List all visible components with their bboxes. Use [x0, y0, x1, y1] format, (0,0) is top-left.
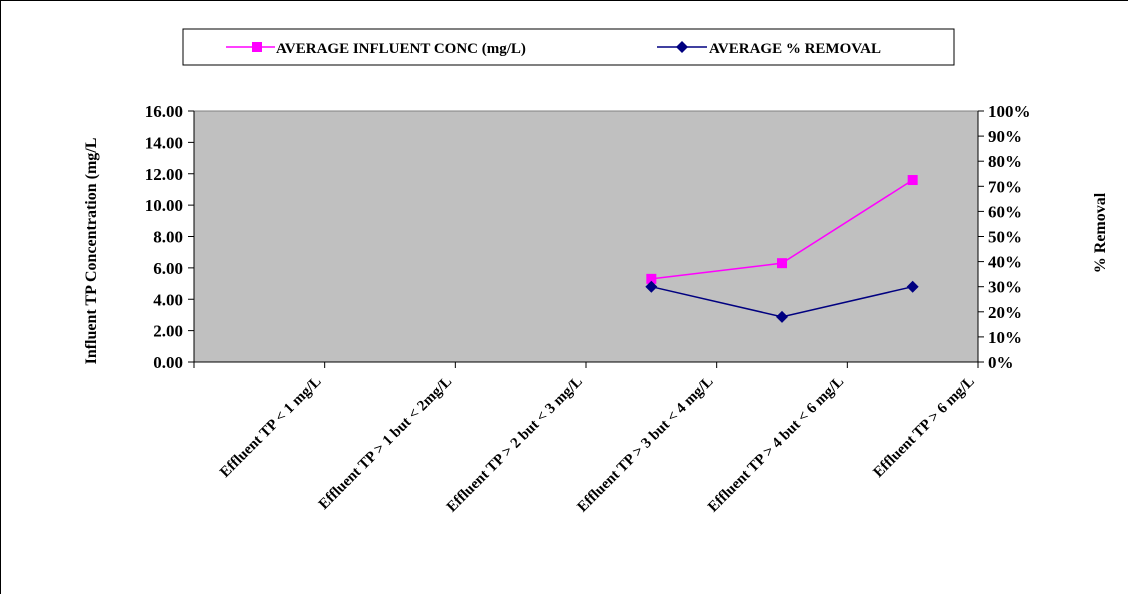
y-axis-title-right: % Removal [1092, 192, 1109, 273]
legend-marker-square-icon [252, 42, 262, 52]
data-point-0 [646, 273, 657, 284]
y-tick-label-right: 30% [988, 278, 1022, 297]
y-axis-title-left: Influent TP Concentration (mg/L [83, 138, 100, 365]
y-tick-label-right: 50% [988, 228, 1022, 247]
y-tick-label-left: 14.00 [145, 133, 183, 152]
x-tick-label: Effluent TP > 2 but < 3 mg/L [444, 374, 586, 516]
plot-area [193, 110, 979, 363]
y-tick-label-left: 2.00 [153, 322, 183, 341]
y-tick-label-right: 20% [988, 303, 1022, 322]
y-tick-label-right: 40% [988, 253, 1022, 272]
legend-marker-diamond-icon [676, 41, 688, 53]
y-axis-right: 0% 10% 20% 30% 40% 50% 60% 70% 80% 90% 100% [977, 102, 1031, 372]
data-point-1 [645, 280, 658, 293]
y-tick-label-right: 60% [988, 202, 1022, 221]
y-tick-label-left: 6.00 [153, 259, 183, 278]
data-point-0 [777, 258, 787, 269]
y-tick-label-left: 10.00 [145, 196, 183, 215]
y-tick-label-right: 0% [988, 353, 1014, 372]
legend-label-removal: AVERAGE % REMOVAL [709, 41, 881, 57]
y-tick-label-right: 70% [988, 177, 1022, 196]
y-tick-label-right: 100% [988, 102, 1031, 121]
x-tick-label: Effluent TP > 6 mg/L [870, 374, 977, 481]
y-axis-left: 0.00 2.00 4.00 6.00 8.00 10.00 12.00 14.00 16.00 [145, 102, 195, 372]
data-point-1 [776, 310, 788, 323]
legend: AVERAGE INFLUENT CONC (mg/L) AVERAGE % R… [182, 28, 955, 66]
y-tick-label-left: 16.00 [145, 102, 183, 121]
y-tick-label-right: 90% [988, 127, 1022, 146]
x-tick-label: Effluent TP > 3 but < 4 mg/L [575, 374, 717, 516]
data-point-1 [906, 280, 919, 293]
y-tick-label-right: 80% [988, 152, 1022, 171]
x-tick-label: Effluent TP > 4 but < 6 mg/L [705, 374, 847, 516]
data-point-0 [907, 175, 918, 186]
y-tick-label-left: 0.00 [153, 353, 183, 372]
x-tick-label: Effluent TP < 1 mg/L [217, 374, 324, 481]
y-tick-label-left: 8.00 [153, 228, 183, 247]
y-tick-label-left: 12.00 [145, 165, 183, 184]
legend-label-influent: AVERAGE INFLUENT CONC (mg/L) [276, 41, 526, 57]
legend-box [182, 28, 955, 66]
y-tick-label-left: 4.00 [153, 290, 183, 309]
y-tick-label-right: 10% [988, 328, 1022, 347]
series-layer [645, 175, 919, 323]
x-tick-label: Effluent TP > 1 but < 2mg/L [316, 374, 455, 513]
